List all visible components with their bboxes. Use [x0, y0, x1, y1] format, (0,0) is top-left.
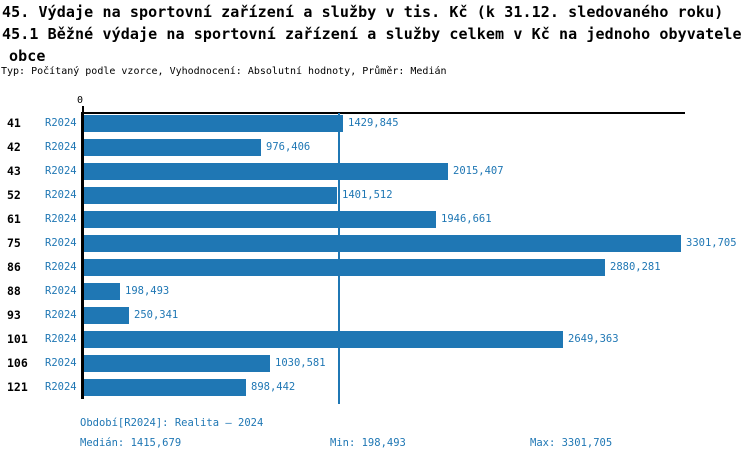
chart-row: 42 R2024 976,406	[0, 139, 750, 156]
chart-row: 43 R2024 2015,407	[0, 163, 750, 180]
row-bar	[84, 187, 337, 204]
row-category-label: 43	[7, 164, 21, 178]
row-series-label: R2024	[45, 141, 77, 153]
row-series-label: R2024	[45, 333, 77, 345]
row-category-label: 52	[7, 188, 21, 202]
row-category-label: 75	[7, 236, 21, 250]
row-value-label: 1946,661	[441, 213, 492, 225]
chart-row: 93 R2024 250,341	[0, 307, 750, 324]
row-series-label: R2024	[45, 357, 77, 369]
row-bar	[84, 211, 436, 228]
chart-row: 106 R2024 1030,581	[0, 355, 750, 372]
chart-row: 52 R2024 1401,512	[0, 187, 750, 204]
row-bar	[84, 163, 448, 180]
axis-top-line	[82, 112, 685, 114]
report-title-line2: 45.1 Běžné výdaje na sportovní zařízení …	[2, 25, 742, 43]
row-value-label: 1401,512	[342, 189, 393, 201]
chart-row: 101 R2024 2649,363	[0, 331, 750, 348]
row-value-label: 250,341	[134, 309, 179, 321]
row-category-label: 88	[7, 284, 21, 298]
row-bar	[84, 355, 270, 372]
row-category-label: 41	[7, 116, 21, 130]
row-category-label: 86	[7, 260, 21, 274]
chart-row: 86 R2024 2880,281	[0, 259, 750, 276]
row-category-label: 101	[7, 332, 28, 346]
row-bar	[84, 139, 261, 156]
chart-row: 88 R2024 198,493	[0, 283, 750, 300]
chart-row: 41 R2024 1429,845	[0, 115, 750, 132]
row-value-label: 198,493	[125, 285, 170, 297]
row-category-label: 93	[7, 308, 21, 322]
report-title-line1: 45. Výdaje na sportovní zařízení a služb…	[2, 3, 724, 21]
axis-left-line	[81, 112, 84, 399]
row-category-label: 61	[7, 212, 21, 226]
chart-row: 61 R2024 1946,661	[0, 211, 750, 228]
row-series-label: R2024	[45, 213, 77, 225]
row-value-label: 2649,363	[568, 333, 619, 345]
footer-median: Medián: 1415,679	[80, 437, 182, 449]
row-value-label: 898,442	[251, 381, 296, 393]
row-bar	[84, 259, 605, 276]
row-series-label: R2024	[45, 261, 77, 273]
row-bar	[84, 379, 246, 396]
chart-row: 75 R2024 3301,705	[0, 235, 750, 252]
footer-period: Období[R2024]: Realita – 2024	[80, 417, 264, 429]
row-series-label: R2024	[45, 117, 77, 129]
row-bar	[84, 331, 563, 348]
row-category-label: 121	[7, 380, 28, 394]
footer-max: Max: 3301,705	[530, 437, 613, 449]
row-value-label: 2015,407	[453, 165, 504, 177]
row-series-label: R2024	[45, 381, 77, 393]
row-value-label: 1429,845	[348, 117, 399, 129]
axis-zero-label: 0	[76, 95, 84, 106]
median-line	[338, 113, 340, 404]
report-meta-line: Typ: Počítaný podle vzorce, Vyhodnocení:…	[1, 66, 447, 77]
row-series-label: R2024	[45, 309, 77, 321]
report-title-line3: obce	[9, 47, 46, 65]
row-series-label: R2024	[45, 237, 77, 249]
chart-row: 121 R2024 898,442	[0, 379, 750, 396]
row-bar	[84, 283, 120, 300]
axis-zero-tick	[82, 106, 84, 113]
row-value-label: 976,406	[266, 141, 311, 153]
footer-min: Min: 198,493	[330, 437, 406, 449]
row-series-label: R2024	[45, 165, 77, 177]
row-category-label: 42	[7, 140, 21, 154]
row-value-label: 1030,581	[275, 357, 326, 369]
row-value-label: 3301,705	[686, 237, 737, 249]
row-bar	[84, 235, 681, 252]
row-value-label: 2880,281	[610, 261, 661, 273]
row-series-label: R2024	[45, 189, 77, 201]
row-series-label: R2024	[45, 285, 77, 297]
row-bar	[84, 307, 129, 324]
row-category-label: 106	[7, 356, 28, 370]
row-bar	[84, 115, 343, 132]
